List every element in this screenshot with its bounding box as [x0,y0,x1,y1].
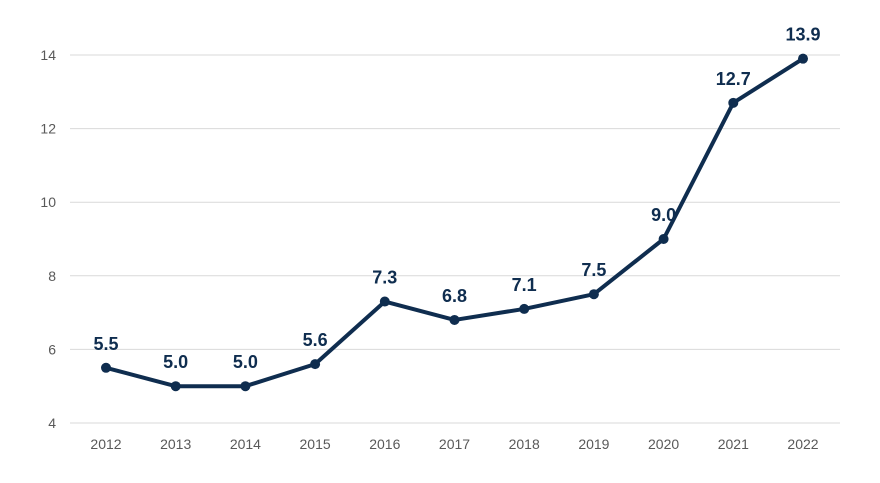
data-point-2021 [728,97,739,108]
x-tick-label: 2016 [369,436,400,452]
y-tick-label: 8 [48,268,56,284]
x-tick-label: 2018 [509,436,540,452]
y-tick-label: 6 [48,341,56,357]
data-point-2017 [449,314,460,325]
series-line [104,56,805,389]
data-label-2016: 7.3 [372,268,397,288]
y-tick-label: 14 [40,47,56,63]
x-tick-label: 2021 [718,436,749,452]
y-tick-label: 12 [40,121,56,137]
data-label-2020: 9.0 [651,205,676,225]
series-line-group [104,56,805,389]
data-label-2015: 5.6 [303,330,328,350]
data-label-2014: 5.0 [233,352,258,372]
data-label-2019: 7.5 [581,260,606,280]
x-tick-label: 2012 [90,436,121,452]
x-tick-label: 2014 [230,436,261,452]
x-tick-label: 2013 [160,436,191,452]
x-tick-label: 2020 [648,436,679,452]
data-label-2021: 12.7 [716,69,751,89]
y-axis-ticks: 4 6 8 10 12 14 [40,47,56,431]
data-labels: 5.5 5.0 5.0 5.6 7.3 6.8 7.1 7.5 9.0 12.7 13.9 [93,25,820,373]
data-point-2022 [798,53,808,64]
data-point-2014 [240,381,251,392]
data-point-2013 [170,381,181,392]
x-tick-label: 2015 [300,436,331,452]
data-points [101,53,808,392]
x-tick-label: 2017 [439,436,470,452]
data-point-2015 [310,359,321,370]
data-point-2018 [519,303,530,314]
data-point-2016 [379,296,390,307]
data-label-2012: 5.5 [93,334,118,354]
y-tick-label: 4 [48,415,56,431]
data-point-2019 [588,289,599,300]
data-label-2022: 13.9 [785,25,820,45]
y-tick-label: 10 [40,194,56,210]
x-tick-label: 2022 [787,436,818,452]
x-tick-label: 2019 [578,436,609,452]
data-label-2013: 5.0 [163,352,188,372]
data-label-2017: 6.8 [442,286,467,306]
data-label-2018: 7.1 [512,275,537,295]
x-axis-ticks: 2012 2013 2014 2015 2016 2017 2018 2019 2020 2021… [90,436,818,452]
gridlines [70,54,840,424]
data-point-2020 [658,234,669,244]
data-point-2012 [101,362,111,373]
